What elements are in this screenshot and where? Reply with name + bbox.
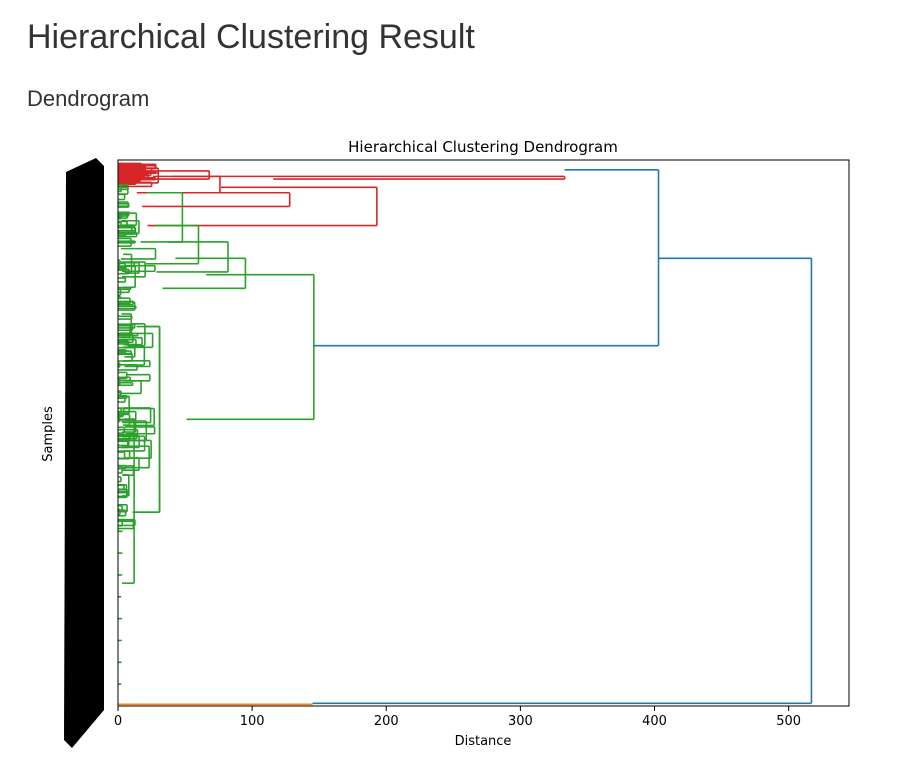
section-title: Dendrogram [27, 86, 150, 111]
green-leaf-merge [118, 301, 136, 311]
chart-title: Hierarchical Clustering Dendrogram [348, 138, 618, 156]
x-tick-label: 400 [642, 714, 667, 729]
green-cluster-merge [140, 191, 184, 243]
x-axis-ticks: 0 100 200 300 400 500 [114, 706, 801, 729]
green-leaf-merge [118, 334, 134, 344]
green-mid-merge [120, 212, 138, 226]
green-cluster-merge [146, 224, 200, 265]
green-mid-merge [121, 219, 140, 235]
green-cluster-merge [132, 325, 161, 513]
green-cluster-merge [134, 325, 161, 513]
leaf-label-band [64, 158, 104, 748]
green-mid-merge [120, 247, 157, 260]
red-cluster-merge [131, 170, 211, 180]
green-cluster-merge [186, 273, 315, 421]
page-title: Hierarchical Clustering Result [27, 18, 475, 56]
green-leaf-merge [118, 277, 127, 283]
red-cluster-merge [152, 175, 566, 180]
x-axis-label: Distance [455, 734, 512, 749]
x-tick-label: 300 [508, 714, 533, 729]
green-cluster-merge [127, 322, 146, 347]
green-mid-merge [124, 346, 146, 366]
green-leaf-merge [118, 484, 125, 490]
blue-cluster-merge [313, 169, 660, 347]
green-leaf-merge [118, 397, 126, 403]
y-axis-label: Samples [41, 406, 56, 462]
green-mid-merge [121, 373, 151, 382]
blue-cluster-merge [312, 257, 813, 705]
green-mid-merge [121, 395, 130, 415]
green-mid-merge [124, 426, 156, 435]
x-tick-label: 200 [374, 714, 399, 729]
x-tick-label: 500 [776, 714, 801, 729]
green-leaf-merge [118, 185, 123, 193]
leaf-label-mass [64, 158, 104, 748]
red-cluster-merge [142, 191, 291, 208]
red-leaf-merge [118, 171, 150, 175]
dendrogram-links [118, 162, 813, 706]
green-leaf-merge [118, 350, 132, 356]
green-leaf-merge [118, 315, 133, 320]
green-mid-merge [122, 359, 151, 368]
green-mid-merge [122, 474, 130, 497]
green-leaf-merge [118, 183, 129, 191]
green-leaf-merge [118, 305, 137, 310]
green-mid-merge [120, 336, 143, 346]
green-leaf-merge [118, 504, 123, 513]
plot-frame [117, 159, 850, 707]
green-leaf-merge [118, 221, 123, 228]
x-tick-label: 100 [240, 714, 265, 729]
green-cluster-merge [162, 257, 247, 290]
green-mid-merge [124, 439, 152, 459]
green-mid-merge [122, 407, 152, 424]
green-leaf-merge [118, 266, 127, 271]
green-mid-merge [121, 261, 146, 278]
x-tick-label: 0 [114, 714, 122, 729]
green-leaf-merge [118, 240, 136, 244]
green-leaf-merge [118, 193, 126, 201]
green-leaf-merge [118, 451, 126, 460]
green-leaf-merge [118, 202, 130, 208]
green-cluster-merge [120, 418, 135, 584]
green-cluster-merge [156, 241, 229, 273]
green-mid-merge [121, 445, 150, 469]
